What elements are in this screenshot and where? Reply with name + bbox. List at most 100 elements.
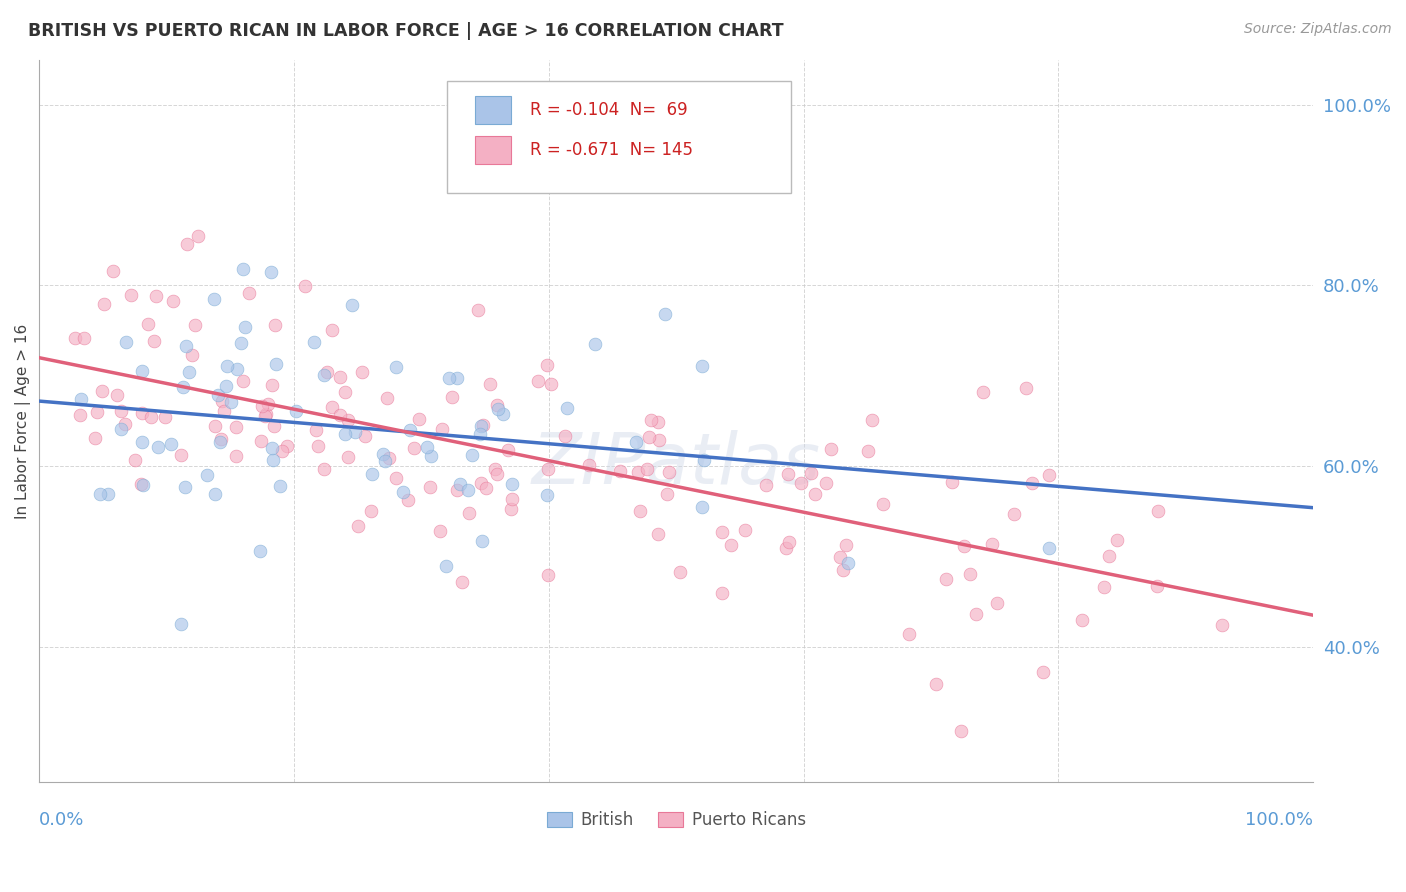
- Point: [271, 444, 294, 458]
- Point: [720, 538, 742, 552]
- Point: [232, 261, 254, 276]
- Point: [350, 365, 373, 379]
- Point: [336, 413, 359, 427]
- Point: [131, 364, 153, 378]
- Point: [115, 335, 138, 350]
- Point: [1098, 549, 1121, 563]
- Point: [146, 440, 169, 454]
- Point: [416, 440, 439, 454]
- Point: [790, 475, 813, 490]
- Point: [820, 442, 842, 456]
- Point: [263, 419, 285, 434]
- Point: [711, 586, 734, 600]
- Point: [360, 467, 382, 482]
- Point: [69, 408, 91, 422]
- Point: [754, 478, 776, 492]
- Point: [972, 384, 994, 399]
- Point: [935, 573, 957, 587]
- Point: [457, 483, 479, 498]
- Point: [554, 428, 576, 442]
- Point: [209, 434, 232, 449]
- FancyBboxPatch shape: [475, 136, 510, 163]
- Point: [470, 419, 492, 434]
- Point: [690, 500, 713, 515]
- Point: [484, 461, 506, 475]
- Point: [132, 478, 155, 492]
- Point: [321, 400, 343, 414]
- Point: [835, 538, 858, 552]
- Point: [557, 401, 579, 416]
- Point: [377, 391, 399, 405]
- Point: [609, 464, 631, 478]
- Point: [262, 452, 284, 467]
- Point: [872, 497, 894, 511]
- Point: [778, 534, 800, 549]
- Point: [1021, 476, 1043, 491]
- Point: [475, 481, 498, 495]
- Point: [212, 404, 235, 418]
- Point: [249, 434, 271, 449]
- Point: [312, 368, 335, 383]
- Point: [540, 376, 562, 391]
- Point: [711, 524, 734, 539]
- Point: [897, 627, 920, 641]
- Point: [585, 337, 607, 351]
- Point: [860, 413, 883, 427]
- Point: [250, 399, 273, 413]
- Point: [266, 357, 288, 371]
- Point: [329, 370, 352, 384]
- Point: [1107, 533, 1129, 548]
- Point: [302, 334, 325, 349]
- Point: [276, 439, 298, 453]
- Point: [385, 360, 408, 375]
- Point: [343, 425, 366, 440]
- Point: [775, 541, 797, 555]
- Point: [1211, 618, 1233, 632]
- FancyBboxPatch shape: [475, 96, 510, 124]
- Point: [536, 359, 558, 373]
- Point: [690, 359, 713, 373]
- Point: [778, 467, 800, 482]
- Point: [170, 448, 193, 462]
- Point: [941, 475, 963, 489]
- Point: [501, 502, 523, 516]
- Point: [658, 465, 681, 479]
- Point: [451, 574, 474, 589]
- Point: [89, 486, 111, 500]
- Point: [131, 406, 153, 420]
- Point: [219, 395, 242, 409]
- Point: [285, 403, 308, 417]
- Point: [478, 376, 501, 391]
- Point: [93, 296, 115, 310]
- Point: [294, 278, 316, 293]
- Point: [312, 461, 335, 475]
- Point: [209, 432, 232, 446]
- Point: [110, 403, 132, 417]
- Point: [468, 426, 491, 441]
- Point: [640, 412, 662, 426]
- Text: 100.0%: 100.0%: [1246, 811, 1313, 830]
- Point: [254, 407, 277, 421]
- Point: [181, 349, 204, 363]
- Point: [467, 303, 489, 318]
- Point: [172, 380, 194, 394]
- Point: [354, 429, 377, 443]
- Point: [537, 568, 560, 582]
- Point: [648, 433, 671, 447]
- Point: [225, 362, 247, 376]
- Point: [446, 370, 468, 384]
- Point: [1014, 381, 1036, 395]
- Point: [269, 478, 291, 492]
- Point: [830, 550, 852, 565]
- Point: [97, 487, 120, 501]
- Point: [953, 539, 976, 553]
- Point: [1146, 579, 1168, 593]
- Point: [253, 409, 276, 424]
- Point: [207, 388, 229, 402]
- Point: [260, 265, 283, 279]
- Point: [305, 423, 328, 437]
- Text: R = -0.671  N= 145: R = -0.671 N= 145: [530, 141, 693, 159]
- Point: [232, 374, 254, 388]
- Point: [174, 480, 197, 494]
- Point: [225, 420, 247, 434]
